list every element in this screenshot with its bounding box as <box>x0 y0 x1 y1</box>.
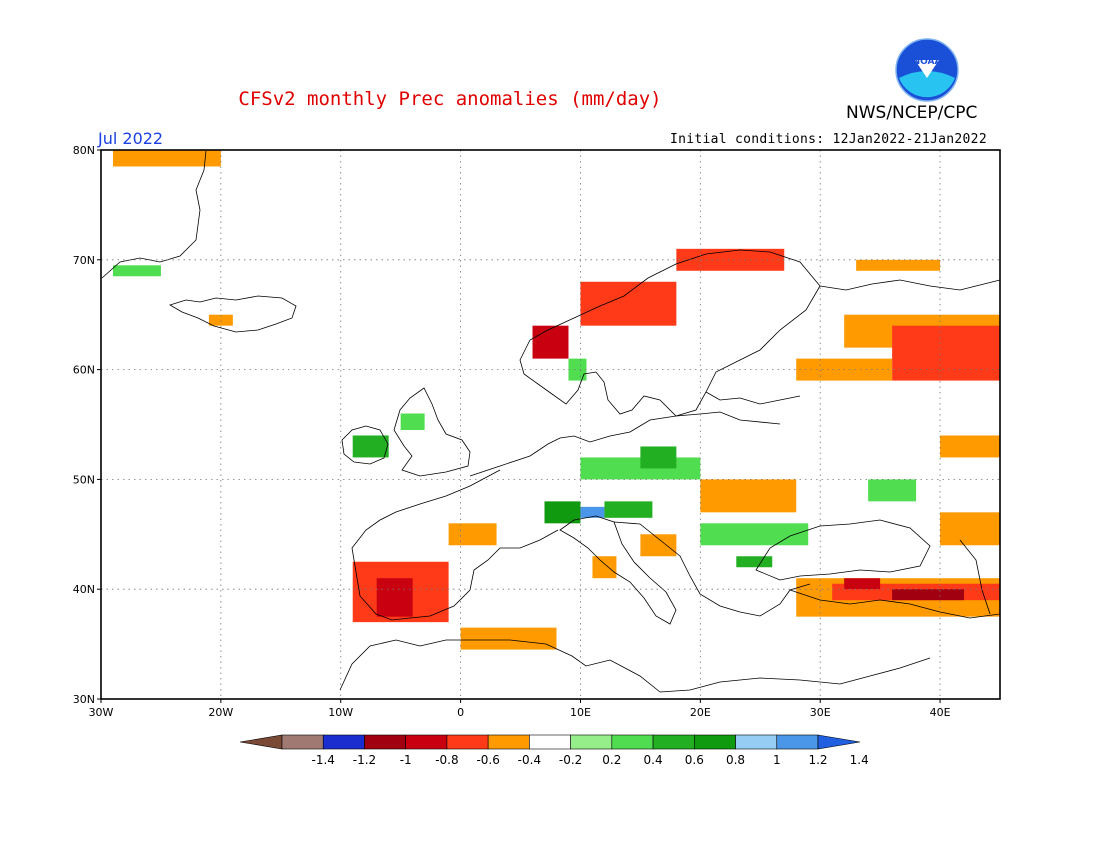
colorbar: -1.4 -1.2 -1 -0.8 -0.6 -0.4 -0.2 0.2 0.4 0.6 0.8 1 1… <box>239 734 869 767</box>
coastline-north-africa <box>339 639 931 693</box>
anomaly-cell <box>892 325 1000 381</box>
colorbar-label: 0.6 <box>685 753 704 767</box>
anomaly-cell <box>592 556 617 579</box>
coastline-baltic <box>705 391 801 405</box>
coastline-black-sea <box>755 519 931 581</box>
noaa-logo-icon: NOAA <box>895 38 959 102</box>
colorbar-label: 1 <box>773 753 781 767</box>
lon-tick-label: 0 <box>457 706 464 719</box>
colorbar-swatch <box>570 734 613 750</box>
anomaly-cell <box>640 446 677 469</box>
anomaly-cell <box>376 578 413 617</box>
coastline-turkey <box>789 589 1001 619</box>
colorbar-swatch <box>529 734 571 750</box>
colorbar-swatch <box>776 734 819 750</box>
colorbar-swatch <box>364 734 406 750</box>
lon-tick-label: 40E <box>930 706 951 719</box>
colorbar-label: -1.4 <box>312 753 335 767</box>
colorbar-label: -0.6 <box>476 753 499 767</box>
colorbar-label: 0.2 <box>602 753 621 767</box>
coastline-balkans <box>613 521 811 617</box>
anomaly-cell <box>352 435 389 458</box>
colorbar-swatch <box>694 734 736 750</box>
coastline-italy <box>559 515 677 625</box>
lon-tick-label: 30W <box>89 706 114 719</box>
colorbar-label: -1 <box>400 753 412 767</box>
colorbar-label: 1.4 <box>850 753 869 767</box>
colorbar-arrow-low <box>239 734 283 750</box>
anomaly-cell <box>892 589 965 601</box>
colorbar-label: -0.4 <box>518 753 541 767</box>
anomaly-cell <box>844 578 881 590</box>
anomaly-cell <box>112 150 221 167</box>
coastline-continent <box>469 411 781 477</box>
colorbar-swatch <box>322 734 365 750</box>
anomaly-cell <box>544 501 581 524</box>
anomaly-cell <box>568 358 587 381</box>
lat-tick-label: 40N <box>73 583 95 596</box>
anomaly-cell <box>400 413 425 430</box>
anomaly-cell <box>736 556 773 568</box>
lon-tick-label: 20W <box>208 706 233 719</box>
coastlines <box>101 150 1001 693</box>
lat-tick-label: 60N <box>73 364 95 377</box>
colorbar-swatch <box>281 734 324 750</box>
graticule <box>101 150 1000 699</box>
colorbar-swatch <box>487 734 530 750</box>
colorbar-label: 0.4 <box>644 753 663 767</box>
map-title: CFSv2 monthly Prec anomalies (mm/day) <box>238 88 662 110</box>
colorbar-label: -1.2 <box>353 753 376 767</box>
anomaly-cell <box>604 501 653 518</box>
coastline-britain <box>393 387 471 477</box>
anomaly-cell <box>640 534 677 557</box>
lat-tick-label: 30N <box>73 693 95 706</box>
colorbar-label: 1.2 <box>808 753 827 767</box>
anomaly-cell <box>208 314 233 326</box>
coastline-white-sea <box>819 279 1001 291</box>
anomaly-cell <box>580 281 677 326</box>
anomaly-cell <box>700 523 809 546</box>
colorbar-swatch <box>735 734 778 750</box>
anomaly-cell <box>460 627 557 650</box>
anomaly-cell <box>940 512 1000 546</box>
coastline-ireland <box>341 425 389 465</box>
anomaly-cell <box>448 523 497 546</box>
lon-tick-label: 20E <box>690 706 711 719</box>
axis-ticks: 30W 20W 10W 0 10E 20E 30E 40E 30N 40N 50N 60N 70N 80N <box>73 144 951 719</box>
colorbar-swatch <box>405 734 448 750</box>
colorbar-label: -0.2 <box>559 753 582 767</box>
svg-text:NOAA: NOAA <box>913 57 942 67</box>
target-month-label: Jul 2022 <box>98 129 164 148</box>
lon-tick-label: 10W <box>328 706 353 719</box>
colorbar-swatch <box>446 734 489 750</box>
colorbar-label: -0.8 <box>435 753 458 767</box>
colorbar-swatch <box>611 734 654 750</box>
anomaly-cell <box>676 248 785 271</box>
coastline-iceland <box>169 295 297 333</box>
anomaly-regions <box>112 150 1000 650</box>
organization-label: NWS/NCEP/CPC <box>846 103 978 123</box>
colorbar-arrow-high <box>817 734 861 750</box>
anomaly-cell <box>112 265 161 277</box>
lat-tick-label: 50N <box>73 473 95 486</box>
lon-tick-label: 10E <box>570 706 591 719</box>
coastline-caspian <box>959 539 991 615</box>
lat-tick-label: 70N <box>73 254 95 267</box>
coastline-iberia <box>351 469 559 621</box>
lon-tick-label: 30E <box>810 706 831 719</box>
coastline-greenland <box>101 150 207 279</box>
map-frame <box>100 149 1001 700</box>
colorbar-swatch <box>652 734 695 750</box>
anomaly-cell <box>580 506 605 518</box>
anomaly-cell <box>856 259 941 271</box>
lat-tick-label: 80N <box>73 144 95 157</box>
anomaly-cell <box>700 479 797 513</box>
coastline-scandinavia <box>519 249 821 417</box>
initial-conditions-label: Initial conditions: 12Jan2022-21Jan2022 <box>670 132 987 147</box>
anomaly-cell <box>940 435 1000 458</box>
colorbar-label: 0.8 <box>726 753 745 767</box>
anomaly-cell <box>532 325 569 359</box>
anomaly-cell <box>868 479 917 502</box>
